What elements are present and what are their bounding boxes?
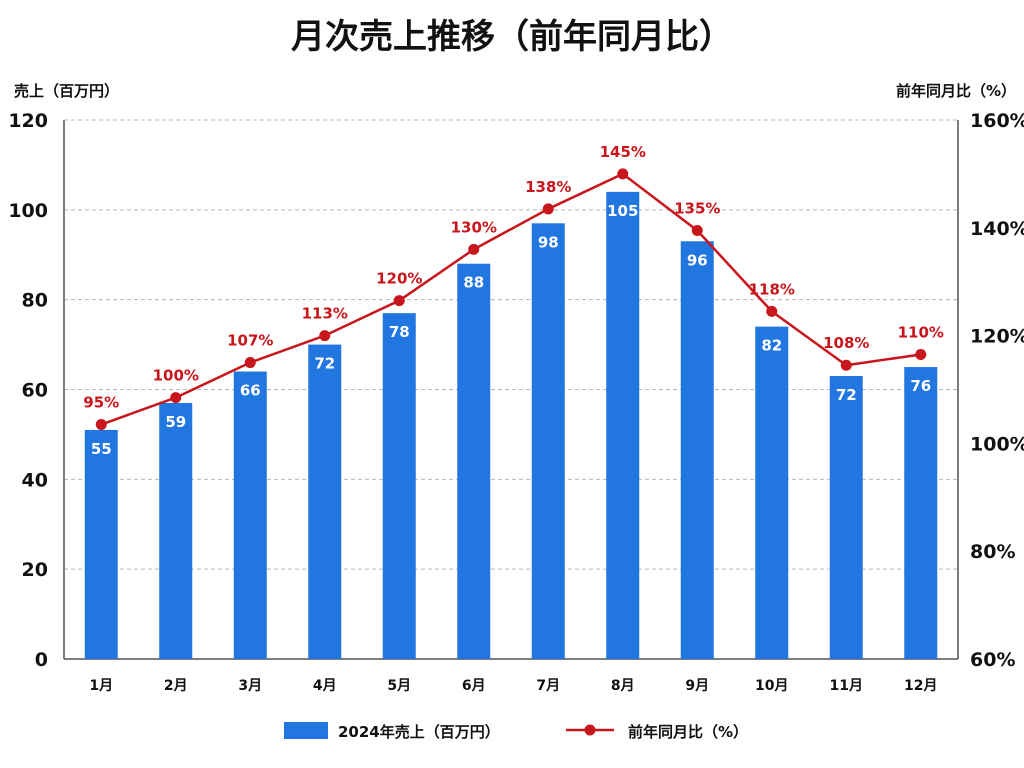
- line-point: [170, 392, 182, 404]
- y-tick-label: 120: [8, 110, 48, 132]
- y-tick-label: 100: [8, 200, 48, 222]
- line-data-label: 107%: [227, 332, 273, 350]
- bar-data-label: 72: [314, 355, 335, 373]
- y-tick-label: 60: [22, 380, 48, 402]
- line-data-label: 120%: [376, 270, 422, 288]
- bar-data-label: 72: [836, 386, 857, 404]
- chart-title: 月次売上推移（前年同月比）: [291, 17, 733, 57]
- line-data-label: 100%: [153, 367, 199, 385]
- line-point: [617, 168, 629, 180]
- tick-labels: 0 20 40 60 80 100 120 60% 80% 100% 120% 140% 160% 1月 2…: [8, 110, 1024, 694]
- yoy-line: [100, 172, 921, 426]
- y2-tick-label: 80%: [970, 541, 1015, 563]
- legend: 2024年売上（百万円） 前年同月比（%）: [284, 722, 748, 741]
- x-tick-label: 8月: [611, 678, 635, 694]
- data-labels: 55 59 66 72 78 88 98 105 96 82 72 76 95% 100% 107% 113%…: [83, 143, 944, 458]
- axes: [63, 120, 959, 660]
- y2-tick-label: 120%: [970, 326, 1024, 348]
- x-tick-label: 6月: [462, 678, 486, 694]
- line-data-label: 95%: [83, 394, 119, 412]
- y-tick-label: 20: [22, 559, 48, 581]
- bar-series: [84, 191, 938, 659]
- line-point: [691, 224, 703, 236]
- line-point: [319, 330, 331, 342]
- legend-line-marker: [584, 724, 596, 736]
- line-point: [393, 295, 405, 307]
- line-data-label: 145%: [600, 143, 646, 161]
- legend-bar-label: 2024年売上（百万円）: [338, 723, 500, 741]
- y2-tick-label: 140%: [970, 218, 1024, 240]
- y2-tick-label: 100%: [970, 433, 1024, 455]
- line-data-label: 130%: [451, 218, 497, 236]
- bar-data-label: 105: [607, 202, 638, 220]
- line-data-label: 108%: [823, 334, 869, 352]
- bar: [904, 367, 938, 659]
- y-tick-label: 80: [22, 290, 48, 312]
- bar: [531, 223, 565, 659]
- x-tick-label: 3月: [238, 678, 262, 694]
- bar-data-label: 82: [761, 337, 782, 355]
- bar-data-label: 78: [389, 323, 410, 341]
- line-point: [915, 348, 927, 360]
- x-tick-label: 4月: [313, 678, 337, 694]
- x-tick-label: 11月: [830, 678, 863, 694]
- bar: [755, 326, 789, 659]
- bar: [457, 263, 491, 659]
- x-tick-label: 10月: [755, 678, 788, 694]
- line-data-label: 110%: [898, 323, 944, 341]
- bar-data-label: 96: [687, 251, 708, 269]
- y-tick-label: 0: [35, 649, 48, 671]
- bar-data-label: 55: [91, 440, 112, 458]
- line-point: [468, 243, 480, 255]
- line-data-label: 138%: [525, 178, 571, 196]
- line-data-label: 135%: [674, 199, 720, 217]
- y-axis-title: 売上（百万円）: [14, 82, 119, 100]
- line-point: [766, 305, 778, 317]
- x-tick-label: 2月: [164, 678, 188, 694]
- bar-data-label: 98: [538, 233, 559, 251]
- y2-axis-title: 前年同月比（%）: [896, 82, 1016, 100]
- bar: [680, 241, 714, 659]
- line-data-label: 113%: [302, 305, 348, 323]
- legend-line-label: 前年同月比（%）: [628, 723, 748, 741]
- x-tick-label: 5月: [387, 678, 411, 694]
- y-tick-label: 40: [22, 469, 48, 491]
- bar: [233, 371, 267, 659]
- bar-data-label: 59: [165, 413, 186, 431]
- bar: [308, 344, 342, 659]
- y2-tick-label: 160%: [970, 110, 1024, 132]
- y2-tick-label: 60%: [970, 649, 1015, 671]
- x-tick-label: 9月: [685, 678, 709, 694]
- bar-data-label: 66: [240, 382, 261, 400]
- line-point: [95, 419, 107, 431]
- bar: [159, 402, 193, 659]
- bar-data-label: 88: [463, 274, 484, 292]
- bar: [382, 313, 416, 659]
- line-point: [840, 359, 852, 371]
- bar-data-label: 76: [910, 377, 931, 395]
- legend-bar-swatch: [284, 722, 328, 739]
- line-data-label: 118%: [749, 280, 795, 298]
- gridlines: [64, 119, 958, 570]
- bar: [84, 429, 118, 659]
- line-point: [244, 357, 256, 369]
- line-point: [542, 203, 554, 215]
- bar: [829, 376, 863, 659]
- bar: [606, 191, 640, 659]
- x-tick-label: 7月: [536, 678, 560, 694]
- x-tick-label: 1月: [89, 678, 113, 694]
- x-tick-label: 12月: [904, 678, 937, 694]
- line-series: [95, 168, 927, 431]
